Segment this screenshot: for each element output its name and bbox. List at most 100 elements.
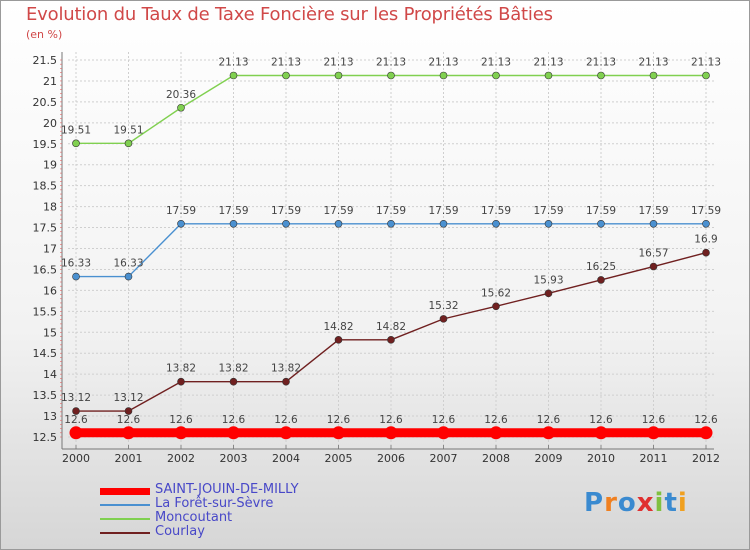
data-label: 19.51 bbox=[61, 124, 91, 136]
logo-letter: t bbox=[664, 488, 678, 518]
data-point bbox=[489, 426, 503, 440]
data-point bbox=[437, 426, 450, 440]
logo-letter: x bbox=[636, 488, 655, 518]
data-point bbox=[544, 71, 553, 80]
data-label: 17.59 bbox=[271, 205, 301, 217]
data-label: 21.13 bbox=[218, 56, 248, 68]
proxiti-logo: Proxiti bbox=[584, 488, 688, 518]
logo-letter: r bbox=[604, 488, 618, 518]
data-label: 12.6 bbox=[484, 414, 508, 426]
data-label: 17.59 bbox=[376, 205, 406, 217]
data-label: 12.6 bbox=[274, 414, 298, 426]
data-label: 16.33 bbox=[113, 258, 143, 270]
data-label: 21.13 bbox=[428, 56, 458, 68]
data-point bbox=[69, 426, 83, 440]
data-labels: 12.6 12.6 12.6 12.6 12.6 12.6 12.6 12.6 12.6 12.6… bbox=[61, 56, 721, 425]
y-tick-label: 16 bbox=[43, 284, 57, 297]
logo-letter: o bbox=[617, 488, 637, 518]
data-label: 17.59 bbox=[218, 205, 248, 217]
data-label: 17.59 bbox=[533, 205, 563, 217]
data-label: 21.13 bbox=[691, 56, 721, 68]
y-tick-label: 18.5 bbox=[33, 180, 58, 193]
data-label: 17.59 bbox=[323, 205, 353, 217]
axes: 12.5 13 13.5 14 14.5 15 15.5 16 16.5 17 17.5 18 18.5… bbox=[33, 52, 720, 465]
legend-label-1: La Forêt-sur-Sèvre bbox=[155, 496, 274, 511]
data-point bbox=[597, 71, 605, 80]
data-point bbox=[72, 139, 80, 148]
data-label: 12.6 bbox=[222, 414, 246, 426]
legend-swatch-2 bbox=[100, 518, 150, 520]
data-label: 21.13 bbox=[481, 56, 511, 68]
data-label: 16.57 bbox=[638, 248, 668, 260]
data-point bbox=[229, 377, 238, 386]
data-point bbox=[282, 71, 290, 80]
data-point bbox=[492, 302, 500, 311]
y-tick-label: 15 bbox=[43, 326, 57, 339]
y-tick-label: 21 bbox=[43, 75, 57, 88]
data-label: 17.59 bbox=[691, 205, 721, 217]
x-tick-label: 2010 bbox=[587, 452, 615, 465]
legend-label-0: SAINT-JOUIN-DE-MILLY bbox=[155, 482, 299, 497]
y-tick-label: 15.5 bbox=[33, 305, 58, 318]
data-point bbox=[439, 219, 448, 228]
data-label: 12.6 bbox=[169, 414, 193, 426]
x-tick-label: 2009 bbox=[535, 452, 563, 465]
data-label: 13.82 bbox=[271, 363, 301, 375]
data-point bbox=[649, 262, 658, 271]
x-tick-label: 2000 bbox=[62, 452, 90, 465]
data-point bbox=[177, 219, 185, 228]
data-label: 17.59 bbox=[586, 205, 616, 217]
y-tick-label: 18 bbox=[43, 201, 57, 214]
x-tick-label: 2012 bbox=[692, 452, 720, 465]
logo-letter: i bbox=[677, 488, 688, 518]
data-point bbox=[124, 139, 133, 148]
data-point bbox=[122, 426, 135, 440]
data-point bbox=[649, 219, 658, 228]
data-point bbox=[177, 103, 185, 112]
data-label: 13.12 bbox=[113, 392, 143, 404]
data-label: 16.9 bbox=[694, 234, 717, 246]
y-tick-label: 16.5 bbox=[33, 263, 58, 276]
data-label: 12.6 bbox=[64, 414, 88, 426]
x-tick-label: 2004 bbox=[272, 452, 300, 465]
series-layer bbox=[69, 71, 713, 440]
x-tick-label: 2008 bbox=[482, 452, 510, 465]
legend-swatch-3 bbox=[100, 532, 150, 534]
y-tick-label: 19 bbox=[43, 159, 57, 172]
legend-label-3: Courlay bbox=[155, 524, 205, 539]
data-point bbox=[702, 248, 710, 257]
x-tick-label: 2011 bbox=[640, 452, 668, 465]
data-point bbox=[597, 276, 605, 284]
y-tick-label: 12.5 bbox=[33, 431, 58, 444]
y-tick-label: 17.5 bbox=[33, 222, 58, 235]
data-point bbox=[334, 71, 343, 80]
data-point bbox=[544, 289, 553, 298]
data-point bbox=[334, 219, 343, 228]
x-tick-label: 2005 bbox=[325, 452, 353, 465]
data-label: 17.59 bbox=[638, 205, 668, 217]
data-point bbox=[332, 426, 345, 440]
legend-swatch-1 bbox=[100, 504, 150, 506]
data-point bbox=[492, 219, 500, 228]
data-point bbox=[384, 426, 398, 440]
data-label: 12.6 bbox=[327, 414, 351, 426]
data-point bbox=[72, 272, 80, 281]
data-label: 12.6 bbox=[694, 414, 718, 426]
y-tick-label: 19.5 bbox=[33, 138, 58, 151]
data-label: 16.33 bbox=[61, 258, 91, 270]
grid bbox=[68, 52, 714, 445]
data-label: 12.6 bbox=[642, 414, 666, 426]
data-point bbox=[699, 426, 713, 440]
data-point bbox=[229, 219, 238, 228]
legend-swatch-0 bbox=[100, 488, 150, 495]
data-label: 21.13 bbox=[271, 56, 301, 68]
data-point bbox=[597, 219, 605, 228]
data-point bbox=[544, 219, 553, 228]
data-label: 21.13 bbox=[376, 56, 406, 68]
data-label: 20.36 bbox=[166, 89, 196, 101]
data-label: 21.13 bbox=[323, 56, 353, 68]
data-label: 17.59 bbox=[481, 205, 511, 217]
y-tick-label: 14.5 bbox=[33, 347, 58, 360]
y-tick-label: 14 bbox=[43, 368, 57, 381]
